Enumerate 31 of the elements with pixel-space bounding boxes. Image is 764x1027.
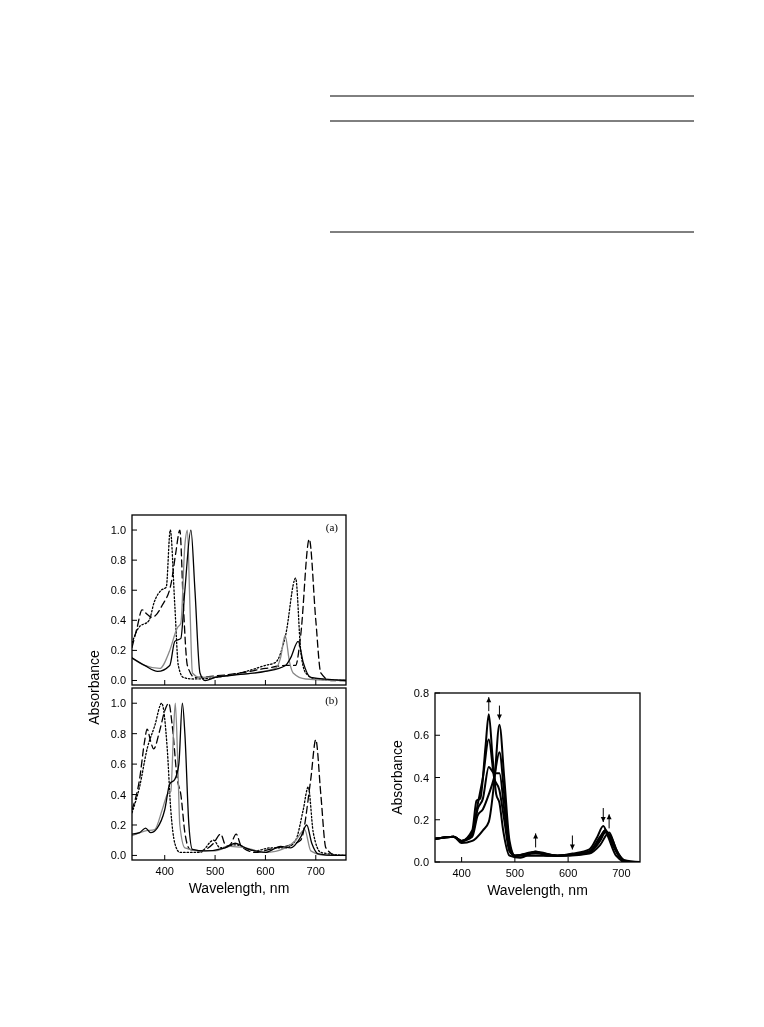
y-tick-label: 0.2: [413, 813, 429, 826]
y-tick-label: 0.0: [110, 849, 126, 862]
y-tick-label: 0.6: [110, 584, 126, 597]
annotation: (b): [325, 694, 339, 707]
x-axis-title: Wavelength, nm: [188, 880, 290, 896]
y-tick-label: 0.4: [110, 614, 126, 627]
y-tick-label: 0.4: [110, 788, 126, 801]
y-axis-title: Absorbance: [86, 649, 102, 725]
x-tick-label: 400: [155, 865, 174, 877]
y-tick-label: 0.6: [413, 729, 429, 742]
y-tick-label: 0.8: [110, 727, 126, 740]
x-tick-label: 700: [306, 865, 325, 877]
x-tick-label: 600: [256, 865, 275, 877]
y-axis-title: Absorbance: [389, 739, 405, 815]
x-tick-label: 500: [505, 867, 525, 879]
y-tick-label: 0.8: [413, 687, 429, 699]
y-tick-label: 0.2: [110, 818, 126, 831]
y-tick-label: 0.8: [110, 554, 126, 567]
y-tick-label: 0.0: [413, 856, 429, 868]
x-axis-title: Wavelength, nm: [487, 882, 588, 898]
y-tick-label: 0.0: [110, 674, 126, 687]
annotation: (a): [325, 521, 339, 534]
y-tick-label: 0.6: [110, 758, 126, 771]
x-tick-label: 600: [558, 867, 578, 879]
y-tick-label: 0.4: [413, 771, 429, 784]
x-tick-label: 700: [612, 867, 631, 879]
x-tick-label: 500: [205, 865, 225, 877]
y-tick-label: 1.0: [110, 697, 126, 710]
y-tick-label: 1.0: [110, 524, 126, 537]
y-tick-label: 0.2: [110, 644, 126, 657]
x-tick-label: 400: [452, 867, 471, 879]
